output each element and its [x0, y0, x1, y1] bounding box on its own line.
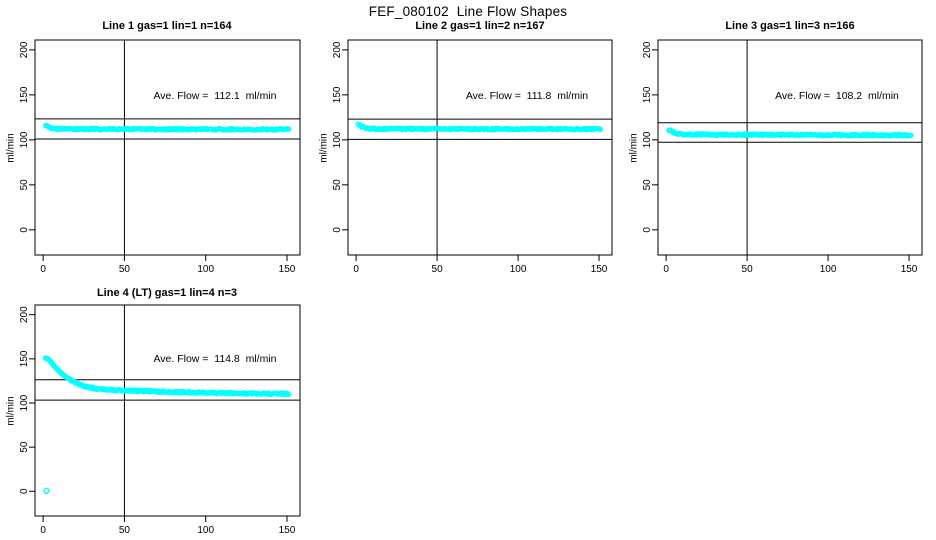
y-tick-label: 50 [19, 441, 30, 453]
panel-1-plot: 0 50 100 150 0 50 100 150 200 [19, 39, 301, 275]
x-tick-label: 150 [901, 264, 918, 275]
x-tick-label: 0 [40, 525, 46, 536]
y-tick-label: 100 [19, 394, 30, 411]
y-tick-label: 0 [19, 488, 30, 494]
panel-3-title: Line 3 gas=1 lin=3 n=166 [725, 20, 855, 32]
panel-2-plot: 0 50 100 150 0 50 100 150 200 [332, 39, 613, 275]
y-tick-label: 50 [332, 179, 343, 191]
plot-frame [347, 39, 613, 256]
y-tick-label: 0 [19, 227, 30, 233]
y-tick-label: 200 [332, 41, 343, 58]
x-tick-label: 50 [119, 525, 131, 536]
y-tick-label: 0 [332, 227, 343, 233]
x-tick-label: 100 [820, 264, 837, 275]
panel-2-title: Line 2 gas=1 lin=2 n=167 [415, 20, 545, 32]
x-tick-label: 0 [40, 264, 46, 275]
y-tick-label: 50 [642, 179, 653, 191]
panel-3-y-axis-label: ml/min [628, 133, 640, 163]
y-tick-label: 200 [19, 41, 30, 58]
x-tick-label: 150 [591, 264, 608, 275]
panel-1-y-axis-label: ml/min [5, 133, 17, 163]
panel-4-title: Line 4 (LT) gas=1 lin=4 n=3 [96, 287, 238, 299]
panel-2-y-axis-label: ml/min [318, 133, 330, 163]
x-tick-label: 150 [279, 264, 296, 275]
x-tick-label: 150 [279, 525, 296, 536]
y-tick-label: 100 [642, 131, 653, 148]
y-tick-label: 150 [642, 86, 653, 103]
flow-points [666, 127, 914, 139]
x-tick-label: 100 [197, 525, 214, 536]
y-tick-label: 50 [19, 179, 30, 191]
x-tick-label: 50 [432, 264, 444, 275]
y-tick-label: 200 [19, 306, 30, 323]
panel-2-ave-flow-annotation: Ave. Flow = 111.8 ml/min [465, 90, 589, 102]
y-tick-label: 200 [642, 41, 653, 58]
panel-4-y-axis-label: ml/min [5, 396, 17, 426]
y-tick-label: 150 [19, 86, 30, 103]
x-tick-label: 50 [119, 264, 131, 275]
y-tick-label: 100 [19, 131, 30, 148]
y-tick-label: 0 [642, 227, 653, 233]
panel-4-ave-flow-annotation: Ave. Flow = 114.8 ml/min [153, 353, 277, 365]
flow-points [355, 121, 603, 133]
panel-3-ave-flow-annotation: Ave. Flow = 108.2 ml/min [775, 90, 899, 102]
panel-1-title: Line 1 gas=1 lin=1 n=164 [102, 20, 232, 32]
y-tick-label: 150 [19, 350, 30, 367]
flow-points [42, 355, 292, 398]
x-tick-label: 100 [510, 264, 527, 275]
flow-points [43, 122, 292, 133]
panel-3-plot: 0 50 100 150 0 50 100 150 200 [642, 39, 923, 275]
x-tick-label: 0 [353, 264, 359, 275]
panel-1-ave-flow-annotation: Ave. Flow = 112.1 ml/min [153, 90, 277, 102]
x-tick-label: 100 [197, 264, 214, 275]
plot-frame [657, 39, 923, 256]
y-tick-label: 100 [332, 131, 343, 148]
figure-title: FEF_080102 Line Flow Shapes [368, 4, 568, 19]
x-tick-label: 0 [663, 264, 669, 275]
plot-frame [34, 304, 301, 517]
plot-frame [34, 39, 301, 256]
y-tick-label: 150 [332, 86, 343, 103]
x-tick-label: 50 [742, 264, 754, 275]
panel-4-plot: 0 50 100 150 0 50 100 150 200 [19, 304, 301, 536]
flow-outlier-point [43, 487, 50, 494]
